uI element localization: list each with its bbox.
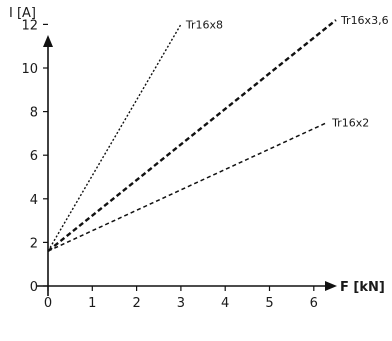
y-tick-label: 8 [30, 106, 38, 121]
y-tick-label: 10 [21, 62, 38, 77]
x-tick-label: 6 [310, 296, 318, 311]
x-tick-label: 2 [132, 296, 140, 311]
series-label: Tr16x3,6 [340, 14, 389, 27]
x-axis-title: F [kN] [340, 280, 385, 295]
x-tick-label: 1 [88, 296, 96, 311]
y-tick-label: 12 [21, 18, 38, 33]
y-axis-arrow-icon [43, 35, 53, 47]
series-line-tr16x2 [47, 121, 328, 252]
y-tick-label: 0 [30, 280, 38, 295]
series-label: Tr16x2 [331, 117, 369, 130]
x-tick-label: 3 [177, 296, 185, 311]
y-tick-label: 6 [30, 149, 38, 164]
x-axis-arrow-icon [325, 281, 337, 291]
x-tick-label: 4 [221, 296, 229, 311]
series-label: Tr16x8 [185, 18, 223, 31]
y-axis-title: I [A] [9, 6, 36, 21]
y-tick-label: 2 [30, 236, 38, 251]
series-line-tr16x3-6 [47, 19, 337, 253]
series-line-tr16x8 [47, 24, 182, 252]
x-tick-label: 5 [265, 296, 273, 311]
series-lines [47, 19, 337, 253]
y-tick-label: 4 [30, 193, 38, 208]
x-tick-label: 0 [44, 296, 52, 311]
series-labels: Tr16x8 Tr16x3,6 Tr16x2 [185, 14, 389, 129]
